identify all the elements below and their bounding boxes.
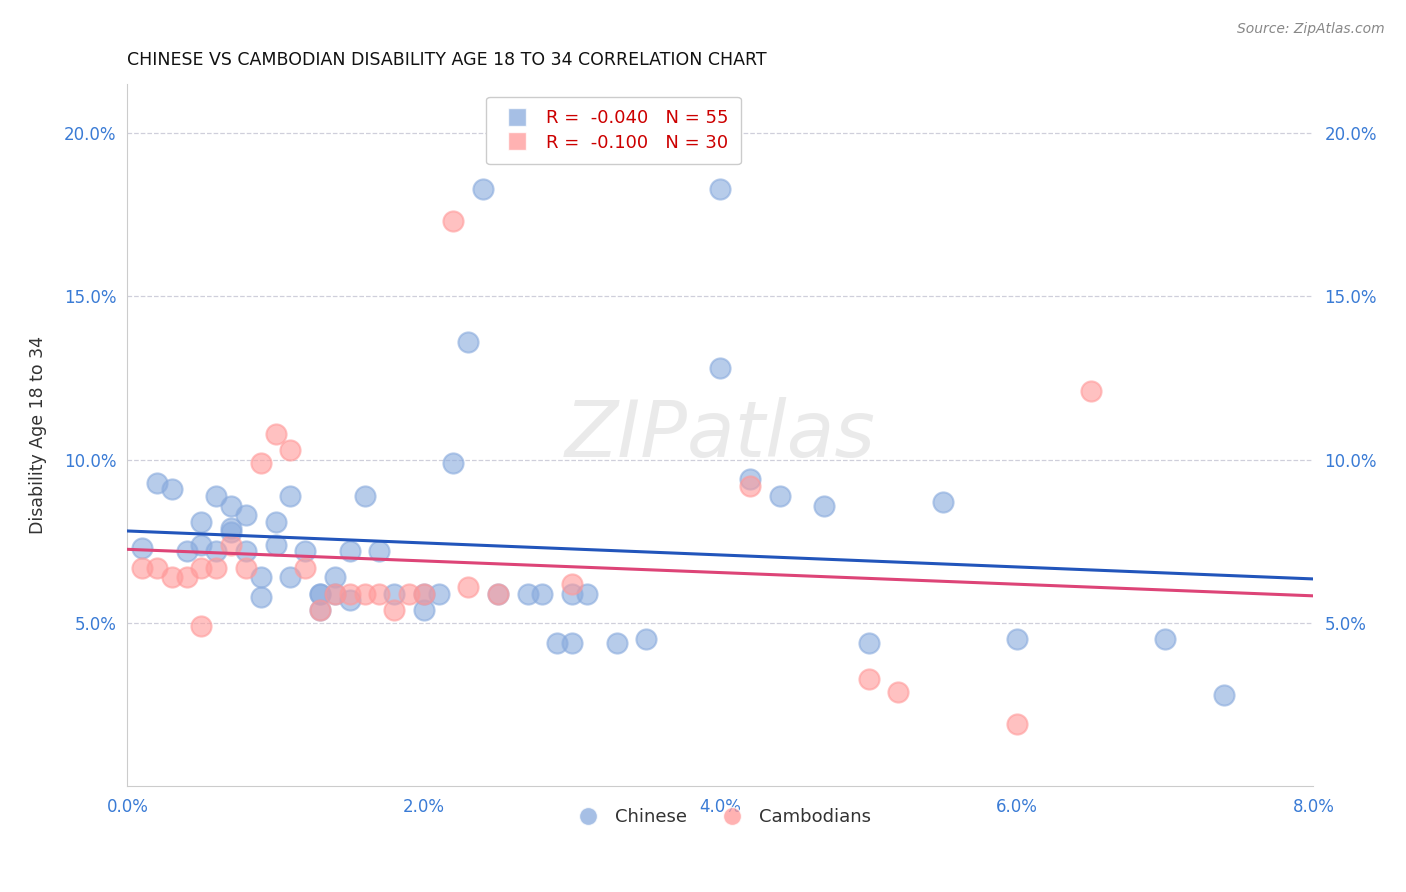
- Point: [264, 515, 287, 529]
- Point: [709, 361, 731, 376]
- Point: [858, 672, 880, 686]
- Point: [294, 560, 316, 574]
- Point: [309, 603, 332, 617]
- Point: [1154, 632, 1177, 647]
- Point: [176, 544, 198, 558]
- Point: [235, 508, 257, 523]
- Point: [323, 587, 346, 601]
- Point: [443, 214, 465, 228]
- Point: [382, 587, 405, 601]
- Point: [249, 590, 271, 604]
- Point: [249, 570, 271, 584]
- Point: [205, 544, 228, 558]
- Point: [205, 560, 228, 574]
- Point: [931, 495, 953, 509]
- Point: [353, 489, 375, 503]
- Point: [412, 587, 434, 601]
- Point: [219, 538, 242, 552]
- Point: [280, 570, 302, 584]
- Point: [813, 499, 835, 513]
- Point: [472, 182, 495, 196]
- Point: [131, 541, 153, 555]
- Point: [382, 603, 405, 617]
- Point: [412, 603, 434, 617]
- Point: [1005, 632, 1028, 647]
- Point: [190, 538, 212, 552]
- Point: [858, 636, 880, 650]
- Legend: Chinese, Cambodians: Chinese, Cambodians: [562, 801, 879, 834]
- Point: [546, 636, 568, 650]
- Text: Source: ZipAtlas.com: Source: ZipAtlas.com: [1237, 22, 1385, 37]
- Point: [443, 456, 465, 470]
- Point: [1213, 688, 1236, 702]
- Point: [486, 587, 509, 601]
- Point: [131, 560, 153, 574]
- Point: [561, 587, 583, 601]
- Point: [709, 182, 731, 196]
- Point: [309, 603, 332, 617]
- Point: [561, 577, 583, 591]
- Point: [561, 636, 583, 650]
- Point: [309, 587, 332, 601]
- Point: [339, 587, 361, 601]
- Point: [738, 472, 761, 486]
- Point: [1005, 717, 1028, 731]
- Point: [264, 426, 287, 441]
- Point: [160, 482, 183, 496]
- Point: [176, 570, 198, 584]
- Point: [636, 632, 658, 647]
- Point: [264, 538, 287, 552]
- Point: [887, 684, 910, 698]
- Point: [235, 544, 257, 558]
- Point: [219, 521, 242, 535]
- Point: [531, 587, 554, 601]
- Point: [190, 515, 212, 529]
- Point: [219, 524, 242, 539]
- Point: [190, 619, 212, 633]
- Point: [249, 456, 271, 470]
- Point: [323, 570, 346, 584]
- Point: [427, 587, 450, 601]
- Point: [353, 587, 375, 601]
- Y-axis label: Disability Age 18 to 34: Disability Age 18 to 34: [30, 336, 46, 534]
- Point: [606, 636, 628, 650]
- Point: [235, 560, 257, 574]
- Point: [1080, 384, 1102, 399]
- Point: [738, 479, 761, 493]
- Point: [486, 587, 509, 601]
- Point: [412, 587, 434, 601]
- Point: [146, 475, 169, 490]
- Point: [339, 593, 361, 607]
- Point: [309, 587, 332, 601]
- Point: [457, 335, 479, 350]
- Point: [280, 489, 302, 503]
- Point: [368, 544, 391, 558]
- Point: [160, 570, 183, 584]
- Point: [516, 587, 538, 601]
- Text: ZIPatlas: ZIPatlas: [565, 397, 876, 474]
- Point: [190, 560, 212, 574]
- Point: [575, 587, 598, 601]
- Point: [339, 544, 361, 558]
- Point: [219, 499, 242, 513]
- Point: [205, 489, 228, 503]
- Point: [280, 442, 302, 457]
- Point: [457, 580, 479, 594]
- Text: CHINESE VS CAMBODIAN DISABILITY AGE 18 TO 34 CORRELATION CHART: CHINESE VS CAMBODIAN DISABILITY AGE 18 T…: [128, 51, 766, 69]
- Point: [769, 489, 792, 503]
- Point: [368, 587, 391, 601]
- Point: [398, 587, 420, 601]
- Point: [146, 560, 169, 574]
- Point: [323, 587, 346, 601]
- Point: [294, 544, 316, 558]
